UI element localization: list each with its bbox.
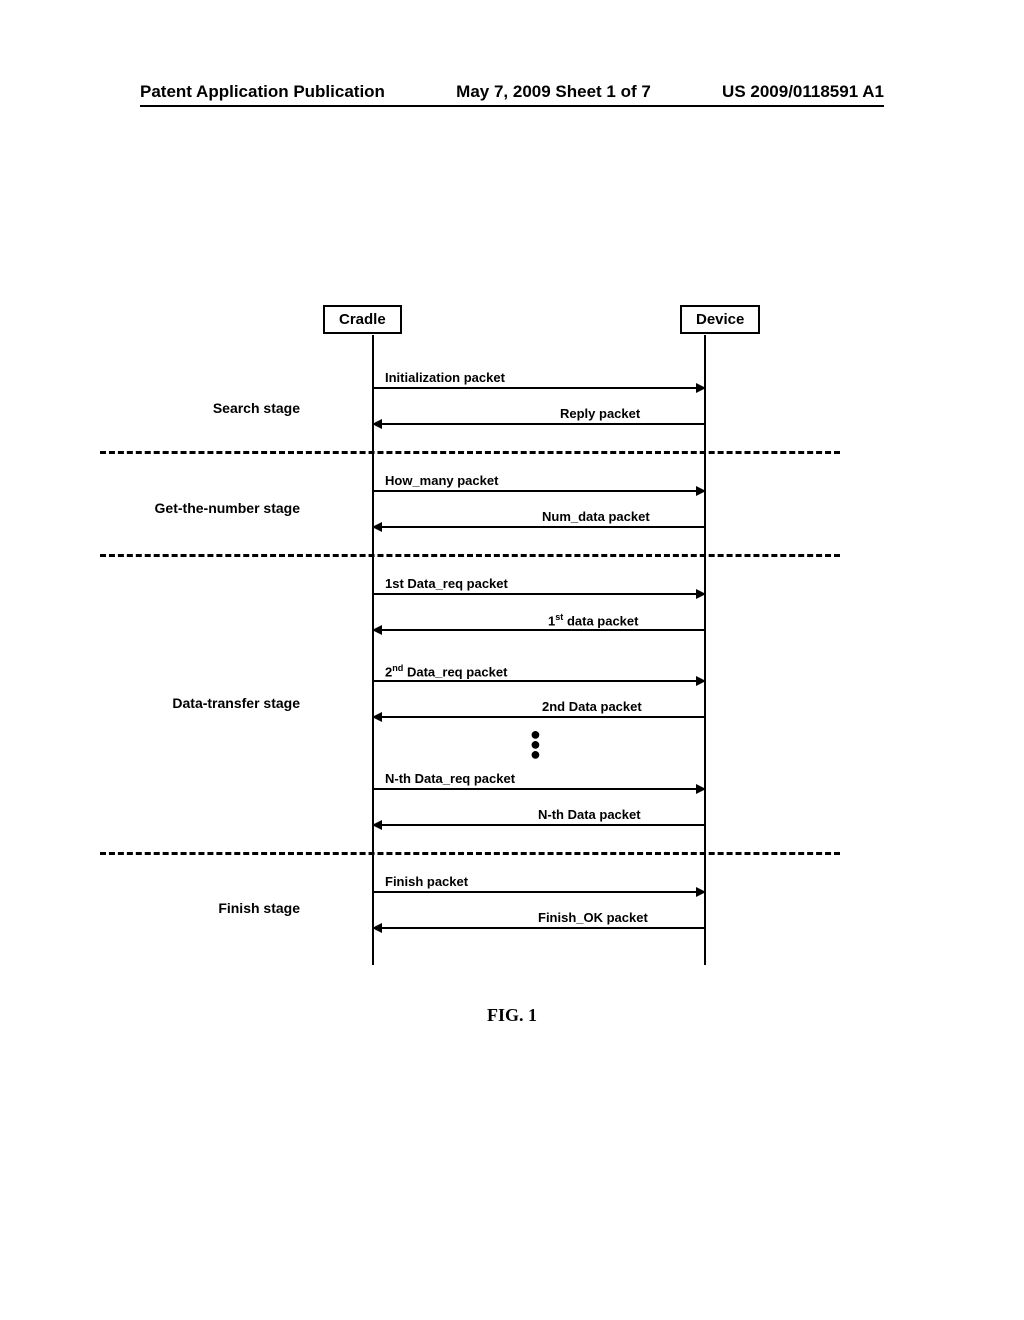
header-center: May 7, 2009 Sheet 1 of 7 bbox=[456, 82, 651, 102]
header-left: Patent Application Publication bbox=[140, 82, 385, 102]
msg-datareq1 bbox=[374, 593, 704, 595]
figure-label: FIG. 1 bbox=[0, 1005, 1024, 1026]
msg-datareqn bbox=[374, 788, 704, 790]
stage-label-finish: Finish stage bbox=[100, 900, 300, 916]
msg-finishok bbox=[374, 927, 704, 929]
msg-reply bbox=[374, 423, 704, 425]
msg-label-data2: 2nd Data packet bbox=[542, 699, 642, 714]
msg-data1 bbox=[374, 629, 704, 631]
msg-label-numdata: Num_data packet bbox=[542, 509, 650, 524]
sequence-diagram: Cradle Device Search stage Initializatio… bbox=[100, 305, 840, 975]
stage-label-search: Search stage bbox=[100, 400, 300, 416]
msg-label-init: Initialization packet bbox=[385, 370, 505, 385]
cradle-lifeline bbox=[372, 335, 374, 965]
device-lifeline bbox=[704, 335, 706, 965]
msg-label-howmany: How_many packet bbox=[385, 473, 498, 488]
header-rule bbox=[140, 105, 884, 107]
divider-2 bbox=[100, 554, 840, 557]
divider-3 bbox=[100, 852, 840, 855]
msg-finish bbox=[374, 891, 704, 893]
stage-label-datatransfer: Data-transfer stage bbox=[100, 695, 300, 711]
msg-label-datareqn: N-th Data_req packet bbox=[385, 771, 515, 786]
stage-label-getnum: Get-the-number stage bbox=[100, 500, 300, 516]
ellipsis-dots: ●●● bbox=[530, 729, 541, 759]
device-box: Device bbox=[680, 305, 760, 334]
page-header: Patent Application Publication May 7, 20… bbox=[0, 82, 1024, 102]
msg-howmany bbox=[374, 490, 704, 492]
msg-label-datareq1: 1st Data_req packet bbox=[385, 576, 508, 591]
msg-numdata bbox=[374, 526, 704, 528]
msg-data2 bbox=[374, 716, 704, 718]
divider-1 bbox=[100, 451, 840, 454]
msg-label-datan: N-th Data packet bbox=[538, 807, 641, 822]
msg-label-finishok: Finish_OK packet bbox=[538, 910, 648, 925]
msg-datan bbox=[374, 824, 704, 826]
cradle-box: Cradle bbox=[323, 305, 402, 334]
header-right: US 2009/0118591 A1 bbox=[722, 82, 884, 102]
msg-label-datareq2: 2nd Data_req packet bbox=[385, 663, 507, 679]
msg-label-finish: Finish packet bbox=[385, 874, 468, 889]
msg-label-reply: Reply packet bbox=[560, 406, 640, 421]
msg-datareq2 bbox=[374, 680, 704, 682]
msg-label-data1: 1st data packet bbox=[548, 612, 638, 628]
msg-init bbox=[374, 387, 704, 389]
